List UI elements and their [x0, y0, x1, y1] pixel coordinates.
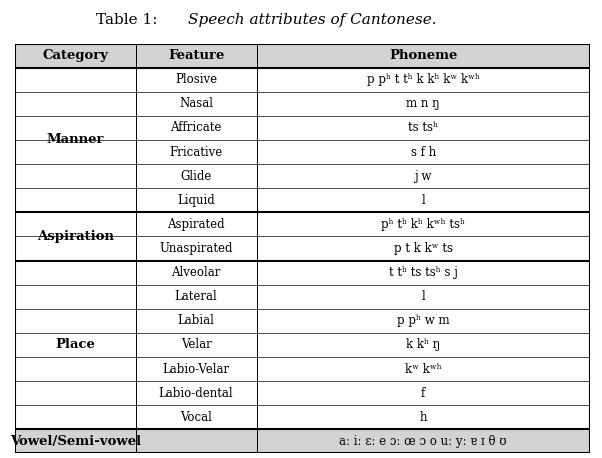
Text: t tʰ ts tsʰ s j: t tʰ ts tsʰ s j [389, 266, 458, 279]
Text: Labio-Velar: Labio-Velar [163, 363, 230, 376]
Text: Labial: Labial [178, 314, 214, 327]
Text: p t k kʷ ts: p t k kʷ ts [394, 242, 453, 255]
Text: Unaspirated: Unaspirated [160, 242, 233, 255]
Text: Table 1: Speech attributes of Cantonese.: Table 1: Speech attributes of Cantonese. [144, 13, 458, 27]
Text: p pʰ t tʰ k kʰ kʷ kʷʰ: p pʰ t tʰ k kʰ kʷ kʷʰ [367, 73, 480, 86]
Text: Alveolar: Alveolar [172, 266, 221, 279]
Text: Fricative: Fricative [170, 146, 223, 158]
Text: Nasal: Nasal [179, 97, 213, 110]
Bar [15, 429, 590, 453]
Text: Lateral: Lateral [175, 290, 217, 303]
Text: Phoneme: Phoneme [389, 49, 458, 62]
Text: Feature: Feature [168, 49, 225, 62]
Text: Vowel/Semi-vowel: Vowel/Semi-vowel [10, 435, 141, 448]
Text: Category: Category [42, 49, 108, 62]
Text: j w: j w [415, 169, 432, 183]
Text: Affricate: Affricate [170, 121, 222, 134]
Text: Glide: Glide [181, 169, 212, 183]
Text: m n ŋ: m n ŋ [406, 97, 440, 110]
Text: Place: Place [55, 338, 95, 351]
Text: Aspiration: Aspiration [37, 230, 114, 243]
Text: Liquid: Liquid [177, 194, 215, 207]
Text: l: l [421, 290, 425, 303]
Text: Speech attributes of Cantonese.: Speech attributes of Cantonese. [188, 13, 437, 27]
Text: Labio-dental: Labio-dental [159, 387, 234, 400]
Text: f: f [421, 387, 426, 400]
Text: Plosive: Plosive [175, 73, 217, 86]
Bar [15, 44, 590, 68]
Text: p pʰ w m: p pʰ w m [397, 314, 450, 327]
Text: h: h [420, 411, 427, 424]
Text: Table 1:: Table 1: [96, 13, 163, 27]
Text: pʰ tʰ kʰ kʷʰ tsʰ: pʰ tʰ kʰ kʷʰ tsʰ [381, 218, 465, 231]
Text: Velar: Velar [181, 338, 211, 351]
Text: Manner: Manner [47, 133, 104, 147]
Text: Aspirated: Aspirated [167, 218, 225, 231]
Text: l: l [421, 194, 425, 207]
Text: Vocal: Vocal [180, 411, 212, 424]
Text: k kʰ ŋ: k kʰ ŋ [406, 338, 440, 351]
Text: ts tsʰ: ts tsʰ [408, 121, 438, 134]
Text: s f h: s f h [411, 146, 436, 158]
Text: aː iː ɛː e ɔː œ ɔ o uː yː ɐ ɪ θ ʊ: aː iː ɛː e ɔː œ ɔ o uː yː ɐ ɪ θ ʊ [340, 435, 507, 448]
Text: kʷ kʷʰ: kʷ kʷʰ [405, 363, 442, 376]
